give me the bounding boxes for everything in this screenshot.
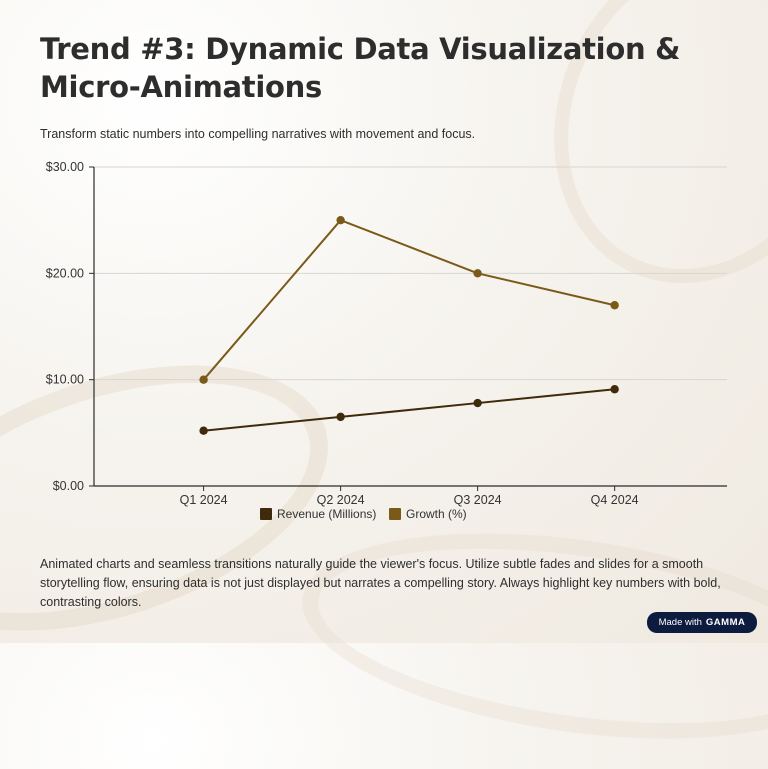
gamma-logo: GAMMA [705, 617, 746, 628]
data-point [336, 215, 345, 225]
body-paragraph: Animated charts and seamless transitions… [40, 557, 721, 609]
data-point [199, 426, 208, 435]
x-tick-label: Q2 2024 [317, 493, 365, 507]
data-point [336, 412, 345, 422]
legend-swatch [260, 508, 272, 520]
y-tick-label: $20.00 [46, 266, 84, 280]
x-tick-label: Q4 2024 [591, 493, 639, 507]
series-line [202, 218, 615, 381]
data-point [610, 385, 619, 394]
legend-swatch [389, 508, 401, 520]
legend-label: Revenue (Millions) [277, 507, 376, 521]
series-line [203, 388, 615, 432]
badge-prefix: Made with [658, 617, 702, 628]
legend-label: Growth (%) [406, 507, 467, 521]
data-point [199, 375, 208, 384]
line-chart: $0.00 $10.00 $20.00 $30.00 Q1 2024 Q2 2024 Q3 … [46, 160, 727, 521]
chart-grid [94, 166, 727, 381]
x-tick-label: Q3 2024 [454, 493, 502, 507]
x-tick-label: Q1 2024 [180, 493, 228, 507]
data-point [473, 269, 482, 278]
background-swirl [289, 502, 768, 769]
page-title: Trend #3: Dynamic Data Visualization & M… [40, 32, 681, 104]
chart-legend: Revenue (Millions) Growth (%) [260, 507, 467, 521]
data-point [610, 301, 619, 310]
y-tick-label: $10.00 [46, 373, 84, 387]
y-tick-label: $0.00 [53, 479, 84, 493]
page-subtitle: Transform static numbers into compelling… [40, 127, 476, 141]
chart-axes: $0.00 $10.00 $20.00 $30.00 Q1 2024 Q2 2024 Q3 … [46, 160, 727, 507]
made-with-gamma-badge[interactable]: Made with GAMMA [647, 612, 757, 633]
data-point [473, 398, 482, 408]
y-tick-label: $30.00 [46, 160, 84, 174]
chart-series [199, 215, 619, 435]
